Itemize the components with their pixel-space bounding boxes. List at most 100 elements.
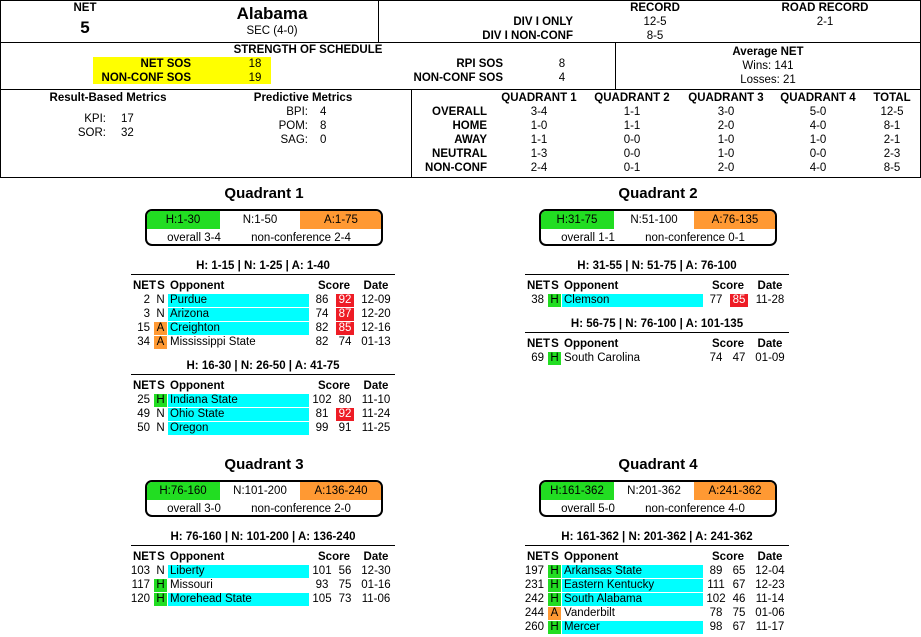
col-header: Opponent xyxy=(170,280,225,292)
site-bg xyxy=(154,579,167,592)
table-cell: 3-4 xyxy=(530,106,548,118)
game-net: 242 xyxy=(524,593,544,605)
col-header: Score xyxy=(318,551,350,563)
net-label: NET xyxy=(73,2,97,14)
table-cell: 1-0 xyxy=(809,134,827,146)
div1-record: 12-5 xyxy=(643,16,667,28)
game-net: 69 xyxy=(531,352,544,364)
home-range: H:76-160 xyxy=(159,485,207,497)
game-site: N xyxy=(156,565,165,577)
row-label: HOME xyxy=(452,120,488,132)
opponent-bg xyxy=(168,593,309,606)
loss-bg xyxy=(730,294,748,307)
col-header: Date xyxy=(363,380,389,392)
col-header: S xyxy=(551,338,559,350)
metric-label: KPI: xyxy=(84,113,106,125)
table-header: QUADRANT 3 xyxy=(688,92,764,104)
row-label: NEUTRAL xyxy=(432,148,487,160)
game-net: 197 xyxy=(524,565,544,577)
game-score: 99 xyxy=(315,422,329,434)
game-site: H xyxy=(550,579,559,591)
game-opp-score: 87 xyxy=(338,308,352,320)
col-header: Opponent xyxy=(564,551,619,563)
nonconf-record: 8-5 xyxy=(646,30,664,42)
col-header: Date xyxy=(363,551,389,563)
quadrant-title: Quadrant 3 xyxy=(224,456,304,473)
rule xyxy=(0,42,921,43)
site-bg xyxy=(548,579,561,592)
opponent-bg xyxy=(562,579,703,592)
game-date: 11-14 xyxy=(755,593,785,605)
game-site: H xyxy=(156,593,165,605)
opponent-bg xyxy=(168,408,309,421)
game-date: 01-16 xyxy=(361,579,391,591)
game-net: 2 xyxy=(143,294,150,306)
table-cell: 4-0 xyxy=(809,120,827,132)
col-header: NET xyxy=(133,551,156,563)
row-label: OVERALL xyxy=(432,106,487,118)
away-range-bg xyxy=(694,211,775,229)
game-site: N xyxy=(156,408,165,420)
site-bg xyxy=(548,607,561,620)
game-site: H xyxy=(156,579,165,591)
game-score: 81 xyxy=(315,408,329,420)
sos-value: 18 xyxy=(248,58,262,70)
sos-value: 19 xyxy=(248,72,262,84)
game-net: 50 xyxy=(137,422,150,434)
rule xyxy=(525,274,789,275)
col-header: Date xyxy=(757,280,783,292)
table-cell: 0-0 xyxy=(809,148,827,160)
col-header: Score xyxy=(318,380,350,392)
col-header: NET xyxy=(527,280,550,292)
col-header: Date xyxy=(757,338,783,350)
game-date: 11-25 xyxy=(361,422,391,434)
range-box xyxy=(145,480,383,517)
col-header: NET xyxy=(133,380,156,392)
home-range: H:31-75 xyxy=(556,214,598,226)
col-header: Score xyxy=(712,338,744,350)
neutral-range: N:101-200 xyxy=(233,485,287,497)
game-site: N xyxy=(156,308,165,320)
game-site: A xyxy=(156,322,165,334)
game-score: 105 xyxy=(312,593,332,605)
loss-bg xyxy=(336,408,354,421)
game-opponent: South Carolina xyxy=(564,352,641,364)
road-label: ROAD RECORD xyxy=(781,2,869,14)
game-site: N xyxy=(156,422,165,434)
table-cell: 3-0 xyxy=(717,106,735,118)
game-site: A xyxy=(156,336,165,348)
metric-label: POM: xyxy=(278,120,308,132)
rule xyxy=(525,545,789,546)
game-net: 25 xyxy=(137,394,150,406)
game-date: 01-06 xyxy=(755,607,785,619)
home-range: H:1-30 xyxy=(165,214,201,226)
opponent-bg xyxy=(562,593,703,606)
game-site: H xyxy=(550,565,559,577)
site-bg xyxy=(548,621,561,634)
game-opponent: Purdue xyxy=(170,294,208,306)
opponent-bg xyxy=(562,294,703,307)
quadrant-title: Quadrant 2 xyxy=(618,185,698,202)
nonconf-label: DIV I NON-CONF xyxy=(482,30,573,42)
game-site: H xyxy=(550,352,559,364)
home-range-bg xyxy=(541,211,614,229)
loss-bg xyxy=(336,322,354,335)
home-range-bg xyxy=(541,482,614,500)
metric-label: BPI: xyxy=(286,106,308,118)
avg-wins: Wins: 141 xyxy=(742,60,794,72)
game-site: A xyxy=(550,607,559,619)
col-header: Opponent xyxy=(564,338,619,350)
team-name: Alabama xyxy=(236,4,308,23)
rule xyxy=(131,545,395,546)
quadrant-nonconf: non-conference 2-0 xyxy=(251,503,351,515)
metric-value: 0 xyxy=(320,134,327,146)
game-site: H xyxy=(550,621,559,633)
away-range: A:1-75 xyxy=(324,214,358,226)
col-header: NET xyxy=(133,280,156,292)
quadrant-title: Quadrant 4 xyxy=(618,456,698,473)
rule xyxy=(525,332,789,333)
game-net: 260 xyxy=(524,621,544,633)
opponent-bg xyxy=(168,308,309,321)
game-opp-score: 92 xyxy=(338,408,352,420)
game-net: 231 xyxy=(524,579,544,591)
